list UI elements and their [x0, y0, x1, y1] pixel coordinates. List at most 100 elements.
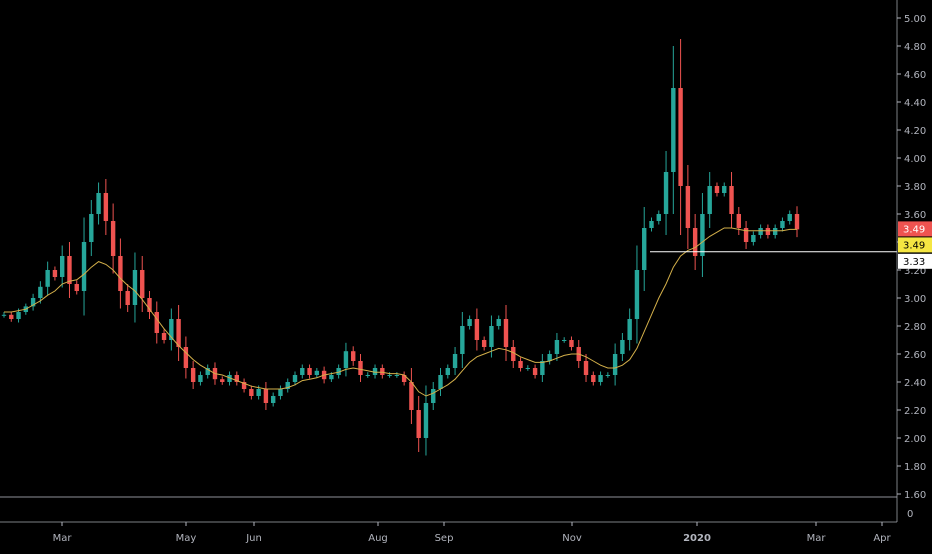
candle	[103, 179, 109, 235]
candle	[118, 238, 123, 309]
candle-body	[270, 396, 276, 403]
candle	[220, 376, 225, 385]
candle-body	[401, 375, 407, 382]
candle	[787, 210, 792, 225]
time-tick-label: Jun	[245, 533, 262, 544]
candle-body	[394, 375, 400, 376]
candle	[431, 382, 436, 410]
candle	[758, 224, 763, 239]
candle-body	[60, 256, 65, 277]
candle-body	[336, 368, 341, 375]
candle-body	[67, 256, 72, 284]
candle	[627, 308, 632, 351]
candle	[547, 350, 552, 365]
candle	[190, 361, 196, 389]
price-tick-label: 2.00	[904, 434, 926, 445]
time-tick-label: 2020	[683, 533, 711, 544]
candle	[642, 207, 647, 291]
candle-body	[751, 235, 756, 242]
price-tick-label: 1.80	[904, 462, 926, 473]
time-axis[interactable]: Mar May Jun Aug Sep Nov 2020 Mar Apr	[0, 521, 897, 544]
candle-body	[671, 88, 676, 172]
price-tick-label: 2.20	[904, 406, 926, 417]
candle-body	[642, 228, 647, 270]
candle-body	[561, 340, 567, 341]
candle-body	[496, 319, 501, 326]
candle-body	[147, 298, 152, 312]
candle	[343, 342, 349, 377]
candle	[525, 365, 531, 371]
candle	[278, 385, 283, 400]
candle	[649, 217, 654, 232]
candle	[765, 224, 771, 239]
candle-body	[692, 228, 698, 256]
candle-body	[460, 326, 465, 354]
candle	[52, 266, 58, 281]
price-tick-label: 3.20	[904, 266, 926, 277]
price-tick-label: 2.60	[904, 350, 926, 361]
candle	[700, 193, 705, 277]
candle	[198, 371, 203, 386]
candle	[656, 210, 661, 225]
volume-tick-label: 0	[907, 509, 913, 520]
candle	[423, 385, 429, 456]
candle-body	[765, 228, 771, 235]
candle-body	[605, 375, 611, 376]
candle	[496, 315, 501, 330]
candle	[147, 291, 152, 319]
candle-body	[707, 186, 712, 214]
candle-body	[307, 368, 312, 375]
candle	[503, 305, 509, 361]
candle-body	[591, 375, 596, 382]
candle	[518, 357, 523, 372]
time-tick-label: Sep	[435, 533, 454, 544]
ma-price-tag: 3.49	[898, 237, 932, 253]
candle	[125, 284, 130, 312]
candle-body	[205, 368, 210, 375]
candle-body	[183, 347, 189, 368]
candle-body	[278, 389, 283, 396]
candle-body	[598, 375, 603, 382]
candle	[249, 385, 254, 400]
candle	[772, 224, 778, 239]
candle	[176, 305, 181, 361]
candle-body	[89, 214, 94, 242]
candle	[714, 182, 720, 197]
candle	[132, 252, 138, 323]
price-tags: 3.49 3.49 3.33	[898, 221, 932, 269]
candle	[751, 231, 756, 246]
candle-body	[45, 270, 50, 287]
candle	[300, 364, 305, 379]
candle-body	[627, 319, 632, 340]
candle-body	[685, 186, 691, 228]
candle	[474, 308, 480, 351]
moving-average-layer	[4, 227, 797, 397]
candle-body	[569, 340, 574, 347]
candle	[45, 261, 50, 296]
last-price-tag-label: 3.49	[903, 224, 925, 235]
candle	[154, 301, 159, 344]
candle	[74, 280, 79, 295]
candle-body	[103, 193, 109, 221]
candle-body	[74, 284, 79, 291]
candle-body	[118, 256, 123, 291]
candle-body	[714, 186, 720, 193]
candle	[598, 371, 603, 386]
ma-price-tag-label: 3.49	[903, 240, 925, 251]
candle	[532, 364, 538, 379]
candle	[140, 256, 145, 312]
candle-body	[358, 361, 363, 375]
candle-body	[416, 410, 421, 438]
candle-body	[227, 375, 232, 382]
candle	[183, 336, 189, 379]
candle	[583, 354, 589, 382]
price-tick-label: 4.40	[904, 98, 926, 109]
candle	[416, 396, 421, 452]
candle-body	[678, 88, 683, 186]
last-price-tag-background	[898, 221, 932, 237]
candle-body	[292, 375, 298, 382]
candle-body	[30, 298, 36, 307]
